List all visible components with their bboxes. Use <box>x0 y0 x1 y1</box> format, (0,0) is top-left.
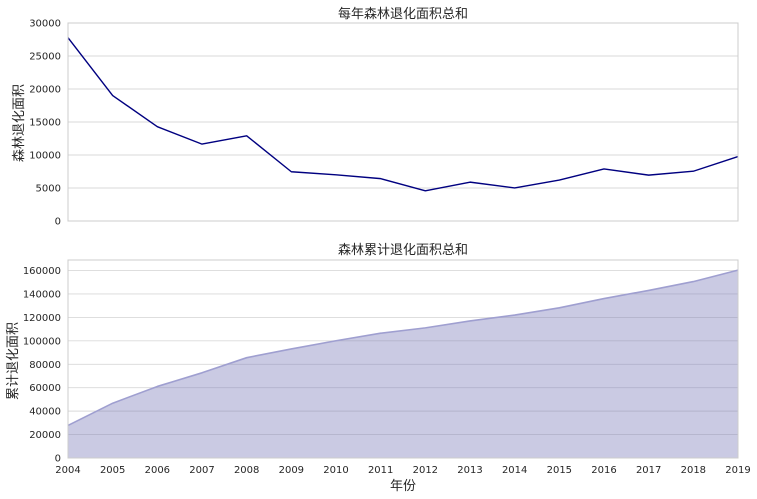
grid <box>68 270 738 459</box>
series-line <box>67 37 739 192</box>
x-axis-label: 年份 <box>390 479 416 494</box>
x-tick-label: 2015 <box>547 465 572 476</box>
y-tick-label: 80000 <box>29 360 61 371</box>
plot-frame <box>67 22 739 222</box>
plot-frame <box>67 259 739 459</box>
x-tick-label: 2013 <box>457 465 482 476</box>
y-tick-label: 5000 <box>36 184 61 195</box>
y-tick-label: 25000 <box>29 52 61 63</box>
y-tick-labels: 0 20000 40000 60000 80000 100000 120000 140000 1… <box>23 266 61 464</box>
y-tick-label: 60000 <box>29 383 61 394</box>
plot-marks <box>67 269 739 458</box>
x-tick-label: 2006 <box>145 465 170 476</box>
x-tick-label: 2011 <box>368 465 393 476</box>
plot-marks <box>67 37 739 192</box>
y-axis-label: 累计退化面积 <box>6 322 21 400</box>
grid <box>68 22 738 222</box>
y-tick-label: 30000 <box>29 19 61 30</box>
chart-title: 森林累计退化面积总和 <box>338 243 468 258</box>
y-tick-label: 20000 <box>29 85 61 96</box>
y-tick-label: 100000 <box>23 336 61 347</box>
cumulative-chart: 森林累计退化面积总和 累计退化面积 年份 0 20000 40000 60000 800… <box>6 243 751 494</box>
x-tick-labels: 2004 2005 2006 2007 2008 2009 2010 2011 2012 2013… <box>55 465 750 476</box>
x-tick-label: 2004 <box>55 465 80 476</box>
y-tick-label: 10000 <box>29 151 61 162</box>
y-tick-label: 160000 <box>23 266 61 277</box>
area-fill <box>68 270 738 458</box>
x-tick-label: 2014 <box>502 465 527 476</box>
x-tick-label: 2019 <box>725 465 750 476</box>
chart-title: 每年森林退化面积总和 <box>338 6 468 22</box>
y-tick-label: 0 <box>55 217 61 228</box>
y-tick-label: 120000 <box>23 313 61 324</box>
annual-chart: 每年森林退化面积总和 森林退化面积 0 5000 10000 15000 20000 25… <box>12 6 739 228</box>
x-tick-label: 2007 <box>189 465 214 476</box>
y-tick-label: 20000 <box>29 430 61 441</box>
x-tick-label: 2017 <box>636 465 661 476</box>
x-tick-label: 2016 <box>591 465 616 476</box>
y-tick-label: 140000 <box>23 289 61 300</box>
x-tick-label: 2018 <box>681 465 706 476</box>
y-axis-label: 森林退化面积 <box>12 84 27 162</box>
x-tick-label: 2005 <box>100 465 125 476</box>
y-tick-label: 15000 <box>29 118 61 129</box>
y-tick-labels: 0 5000 10000 15000 20000 25000 30000 <box>29 19 61 228</box>
x-tick-label: 2008 <box>234 465 259 476</box>
area-outline <box>67 269 739 427</box>
x-tick-label: 2009 <box>279 465 304 476</box>
y-tick-label: 0 <box>55 454 61 465</box>
x-tick-label: 2010 <box>323 465 348 476</box>
x-tick-label: 2012 <box>413 465 438 476</box>
y-tick-label: 40000 <box>29 407 61 418</box>
